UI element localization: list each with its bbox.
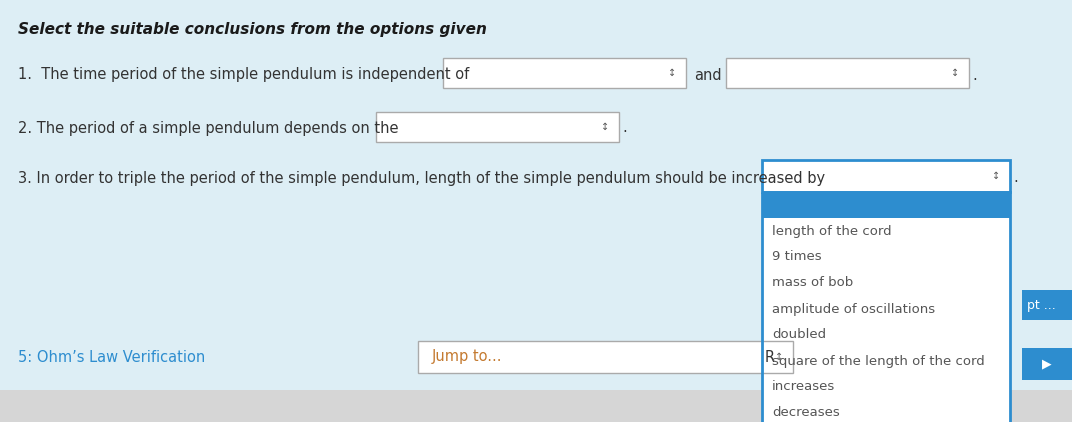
Bar — [762, 192, 1010, 218]
Bar — [762, 160, 1010, 192]
Text: 1.  The time period of the simple pendulum is independent of: 1. The time period of the simple pendulu… — [18, 68, 470, 82]
Text: ↕: ↕ — [775, 352, 783, 362]
Text: ↕: ↕ — [992, 171, 1000, 181]
Text: pt ...: pt ... — [1027, 298, 1056, 311]
Text: 2. The period of a simple pendulum depends on the: 2. The period of a simple pendulum depen… — [18, 121, 399, 135]
Text: R: R — [765, 351, 775, 365]
Bar — [762, 218, 1010, 422]
Text: ▶: ▶ — [1042, 357, 1052, 371]
Text: and: and — [694, 68, 721, 82]
Text: 3. In order to triple the period of the simple pendulum, length of the simple pe: 3. In order to triple the period of the … — [18, 170, 825, 186]
Text: doubled: doubled — [772, 328, 827, 341]
Bar — [726, 58, 969, 88]
Text: 5: Ohm’s Law Verification: 5: Ohm’s Law Verification — [18, 351, 205, 365]
Text: .: . — [622, 121, 627, 135]
Text: length of the cord: length of the cord — [772, 225, 892, 238]
Text: increases: increases — [772, 381, 835, 393]
Bar — [762, 192, 1010, 422]
Bar — [1022, 348, 1072, 380]
Text: ↕: ↕ — [668, 68, 676, 78]
Text: mass of bob: mass of bob — [772, 276, 853, 289]
Text: square of the length of the cord: square of the length of the cord — [772, 354, 985, 368]
Text: amplitude of oscillations: amplitude of oscillations — [772, 303, 935, 316]
Text: Select the suitable conclusions from the options given: Select the suitable conclusions from the… — [18, 22, 487, 37]
Text: .: . — [1013, 170, 1017, 186]
Bar — [418, 341, 793, 373]
Text: ↕: ↕ — [601, 122, 609, 132]
Text: .: . — [972, 68, 977, 82]
Bar — [0, 390, 1072, 422]
Text: decreases: decreases — [772, 406, 839, 419]
Bar — [376, 112, 619, 142]
Text: 9 times: 9 times — [772, 251, 821, 263]
Text: ↕: ↕ — [951, 68, 959, 78]
Text: Jump to...: Jump to... — [432, 349, 503, 365]
Bar — [443, 58, 686, 88]
Bar — [1022, 290, 1072, 320]
